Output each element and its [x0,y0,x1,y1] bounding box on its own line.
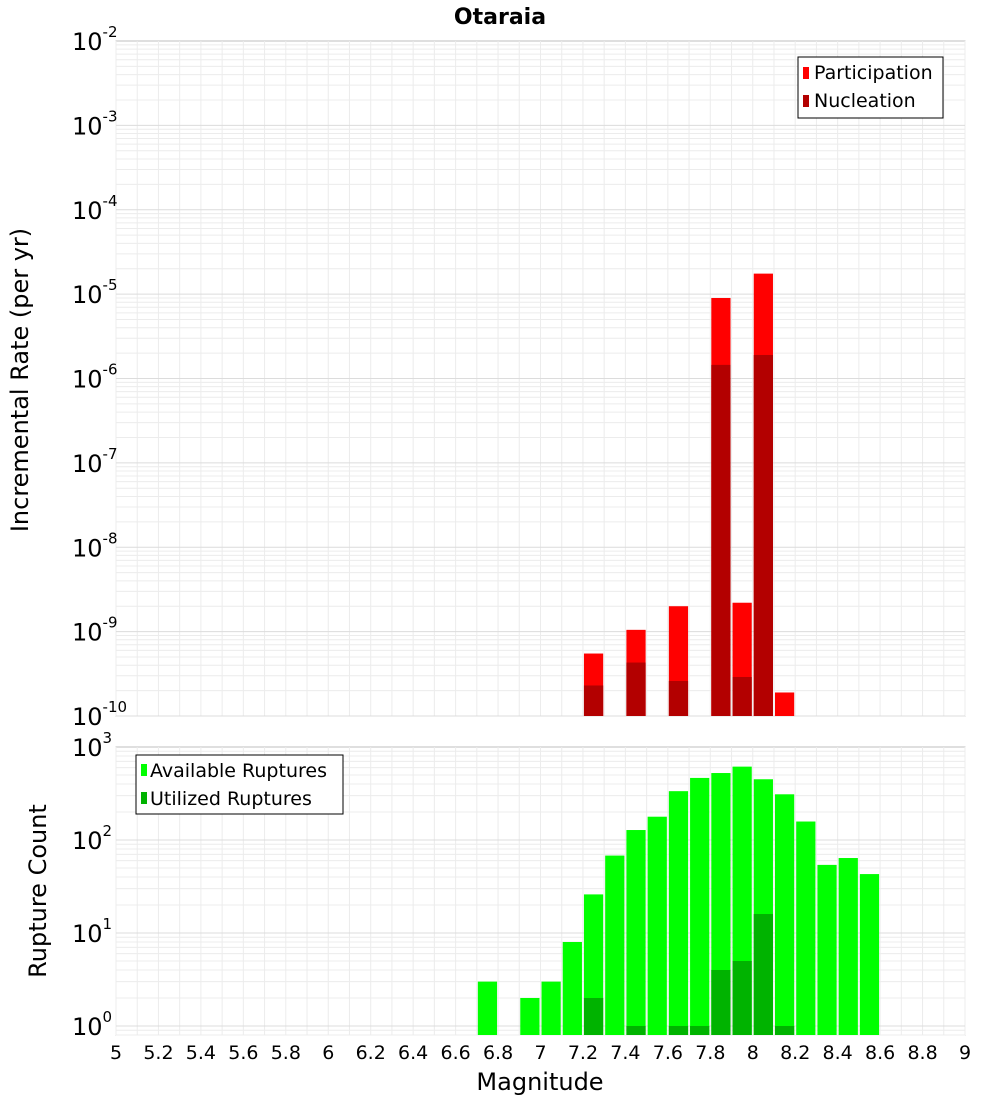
x-tick-label: 7.4 [610,1042,640,1064]
chart-title: Otaraia [454,5,546,30]
y-tick-label: 10-4 [72,192,118,225]
top-legend: Participation Nucleation [797,56,944,119]
bar-available-ruptures [477,981,498,1035]
y-tick-label: 103 [72,729,112,762]
x-tick-label: 8.8 [907,1042,937,1064]
bar-available-ruptures [859,874,880,1035]
y-tick-label: 10-2 [72,23,118,56]
bar-available-ruptures [562,942,582,1035]
x-tick-label: 6.2 [356,1042,386,1064]
legend-swatch-participation [803,67,809,79]
bar-nucleation [732,676,752,716]
x-tick-label: 6 [322,1042,334,1064]
bar-available-ruptures [668,791,689,1035]
bar-available-ruptures [690,777,710,1035]
y-tick-label: 100 [72,1008,112,1041]
legend-swatch-utilized [141,792,147,804]
bar-nucleation [583,685,604,716]
legend-label-available: Available Ruptures [150,760,327,782]
x-tick-label: 5.6 [228,1042,258,1064]
top-y-axis-label: Incremental Rate (per yr) [6,228,34,532]
x-tick-label: 7.6 [653,1042,683,1064]
bar-utilized-ruptures [711,969,731,1035]
y-tick-label: 10-7 [72,445,118,478]
bottom-y-tick-labels: 100 101 102 103 [72,729,112,1041]
x-tick-label: 6.8 [483,1042,513,1064]
bar-utilized-ruptures [668,1025,689,1035]
bar-available-ruptures [796,821,816,1035]
legend-label-participation: Participation [814,62,933,84]
y-tick-label: 10-10 [72,698,127,731]
x-tick-label: 8.4 [823,1042,853,1064]
legend-label-utilized: Utilized Ruptures [150,788,312,810]
bar-available-ruptures [838,858,858,1035]
bar-nucleation [711,364,731,716]
y-tick-label: 10-5 [72,276,118,309]
x-tick-label: 8 [747,1042,759,1064]
y-tick-label: 102 [72,822,112,855]
x-tick-label: 5.4 [186,1042,216,1064]
top-bars [583,273,795,716]
bar-available-ruptures [520,997,540,1035]
bar-utilized-ruptures [690,1025,710,1035]
bar-available-ruptures [541,981,561,1035]
x-tick-label: 7 [534,1042,546,1064]
y-tick-label: 10-3 [72,107,118,140]
bar-utilized-ruptures [732,960,752,1035]
legend-swatch-available [141,764,147,776]
bar-available-ruptures [605,855,625,1035]
bottom-legend: Available Ruptures Utilized Ruptures [135,754,344,815]
bar-nucleation [668,680,689,716]
bar-available-ruptures [626,830,646,1035]
bottom-bars [477,766,880,1035]
x-tick-label: 7.8 [695,1042,725,1064]
x-tick-label: 5.2 [143,1042,173,1064]
bar-available-ruptures [647,816,667,1035]
bar-nucleation [626,662,646,716]
bar-utilized-ruptures [753,914,773,1035]
x-tick-label: 9 [959,1042,971,1064]
x-tick-label: 6.6 [440,1042,470,1064]
bar-nucleation [753,354,773,716]
bar-available-ruptures [774,794,795,1035]
bottom-y-axis-label: Rupture Count [24,804,52,978]
x-tick-label: 6.4 [398,1042,428,1064]
y-tick-label: 101 [72,915,112,948]
x-tick-labels: 5 5.2 5.4 5.6 5.8 6 6.2 6.4 6.6 6.8 7 7.2 7.4 7.6 7.8 8… [110,1042,971,1064]
bar-utilized-ruptures [583,997,604,1035]
top-y-tick-labels: 10-10 10-9 10-8 10-7 10-6 10-5 10-4 10-3 10-2 [72,23,127,731]
x-axis-label: Magnitude [476,1068,603,1096]
y-tick-label: 10-9 [72,614,118,647]
x-tick-label: 5.8 [271,1042,301,1064]
legend-swatch-nucleation [803,95,809,107]
y-tick-label: 10-6 [72,361,118,394]
y-tick-label: 10-8 [72,529,118,562]
bar-utilized-ruptures [626,1025,646,1035]
x-tick-label: 7.2 [568,1042,598,1064]
legend-label-nucleation: Nucleation [814,90,916,112]
bar-available-ruptures [711,773,731,1035]
x-tick-label: 8.2 [780,1042,810,1064]
bar-participation [774,692,795,716]
x-tick-label: 5 [110,1042,122,1064]
bar-utilized-ruptures [774,1025,795,1035]
x-tick-label: 8.6 [865,1042,895,1064]
top-gridlines [115,41,966,717]
bar-available-ruptures [817,864,837,1035]
